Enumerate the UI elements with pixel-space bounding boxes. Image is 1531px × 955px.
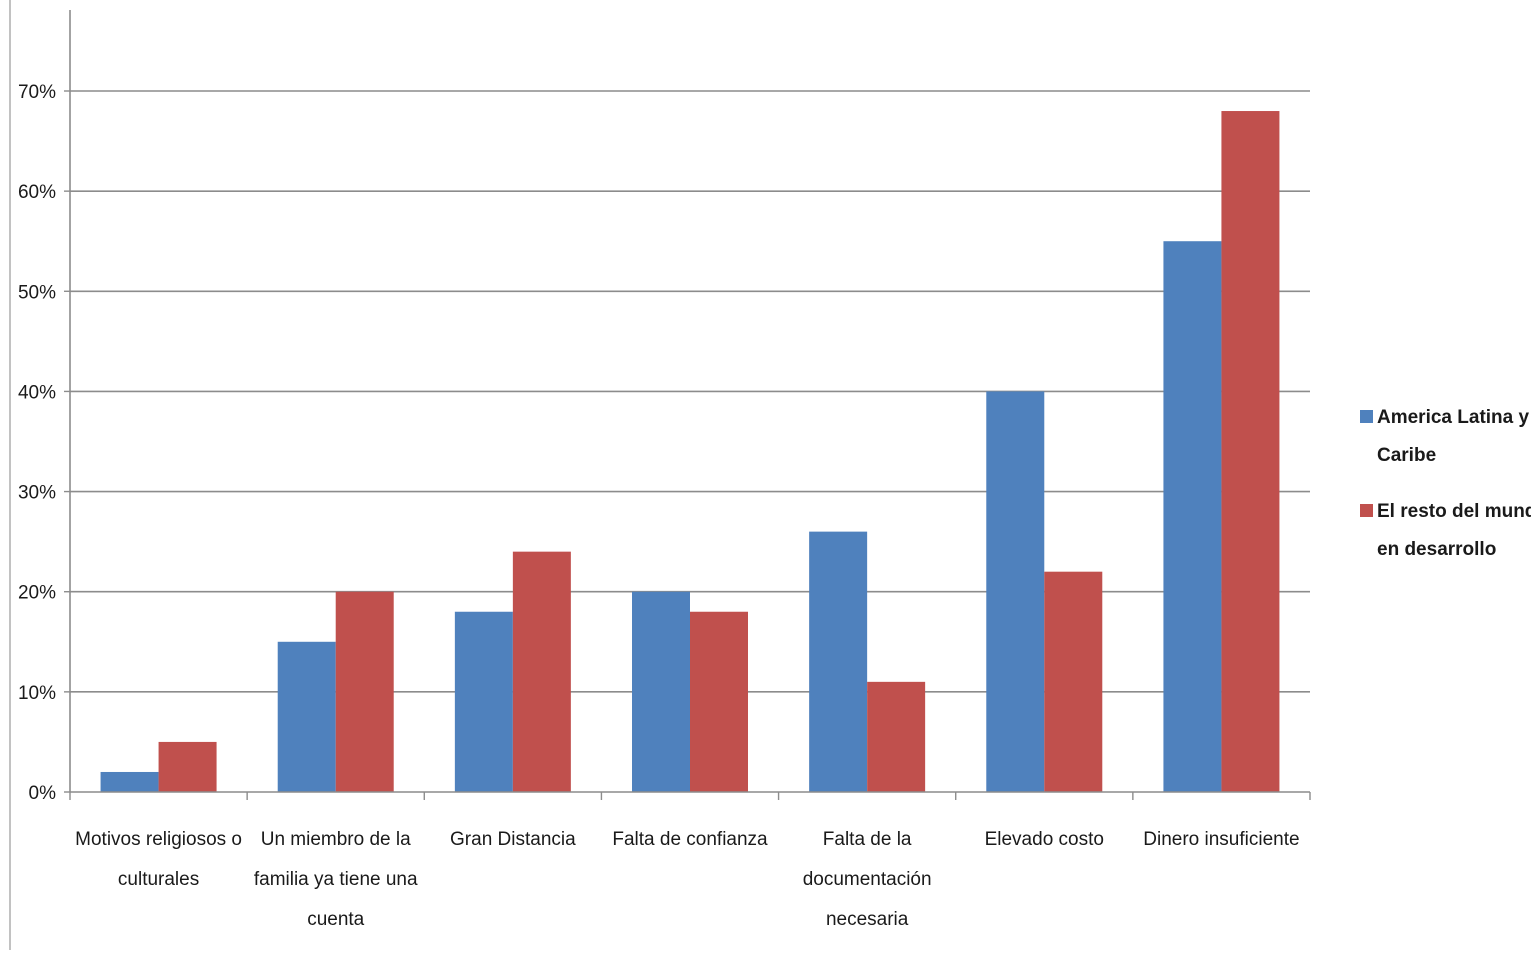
x-tick-label-line: culturales [118, 869, 199, 890]
y-tick-label: 60% [18, 182, 56, 203]
bars [100, 111, 1280, 793]
x-tick-label-line: Falta de confianza [612, 829, 768, 850]
x-tick-label: Falta de confianza [612, 829, 768, 850]
y-tick-label: 40% [18, 382, 56, 403]
x-tick-label-line: documentación [803, 869, 932, 890]
x-tick-label: Motivos religiosos o culturales [75, 829, 242, 890]
x-tick-label: Dinero insuficiente [1143, 829, 1299, 850]
bar-resto-del-mundo [158, 741, 217, 792]
y-tick-label: 20% [18, 583, 56, 604]
y-tick-labels: 0% 10% 20% 30% 40% 50% 60% 70% [18, 82, 56, 804]
legend-label: America Latina y el Caribe [1377, 407, 1531, 466]
legend-swatch [1360, 504, 1373, 517]
legend-label-line: America Latina y el [1377, 407, 1531, 428]
x-tick-label-line: necesaria [826, 909, 909, 930]
x-tick-label: Elevado costo [985, 829, 1104, 850]
x-tick-label: Un miembro de la familia ya tiene una cuen… [254, 829, 418, 930]
bar-resto-del-mundo [512, 551, 571, 792]
y-tick-label: 50% [18, 282, 56, 303]
bar-resto-del-mundo [1044, 571, 1103, 792]
x-tick-label-line: Dinero insuficiente [1143, 829, 1299, 850]
bar-america-latina [454, 611, 513, 792]
legend-swatch [1360, 410, 1373, 423]
legend-label: El resto del mundo en desarrollo [1377, 501, 1531, 560]
bar-america-latina [809, 531, 868, 792]
x-tick-label-line: familia ya tiene una [254, 869, 418, 890]
legend-label-line: El resto del mundo [1377, 501, 1531, 522]
y-tick-label: 10% [18, 683, 56, 704]
bar-resto-del-mundo [690, 611, 748, 792]
x-tick-label-line: Elevado costo [985, 829, 1104, 850]
y-tick-label: 70% [18, 82, 56, 103]
bar-america-latina [277, 641, 336, 792]
bar-america-latina [100, 771, 159, 792]
x-tick-label-line: Motivos religiosos o [75, 829, 242, 850]
bar-america-latina [986, 391, 1045, 792]
x-tick-label: Gran Distancia [450, 829, 576, 850]
y-tick-label: 0% [29, 783, 57, 804]
legend-label-line: en desarrollo [1377, 539, 1496, 560]
bar-america-latina [632, 591, 690, 792]
x-tick-label-line: Falta de la [823, 829, 912, 850]
x-tick-label-line: Gran Distancia [450, 829, 576, 850]
bar-resto-del-mundo [335, 591, 394, 792]
axes [64, 10, 1311, 800]
bar-resto-del-mundo [1221, 111, 1280, 793]
x-tick-labels: Motivos religiosos o culturales Un miembro… [75, 829, 1299, 930]
x-tick-label-line: Un miembro de la [261, 829, 411, 850]
x-tick-label-line: cuenta [307, 909, 364, 930]
bar-resto-del-mundo [867, 681, 926, 792]
x-tick-label: Falta de la documentación necesaria [803, 829, 932, 930]
bar-america-latina [1163, 241, 1222, 792]
legend-label-line: Caribe [1377, 445, 1436, 466]
legend: America Latina y el Caribe El resto del mu… [1360, 407, 1531, 560]
y-tick-label: 30% [18, 483, 56, 504]
